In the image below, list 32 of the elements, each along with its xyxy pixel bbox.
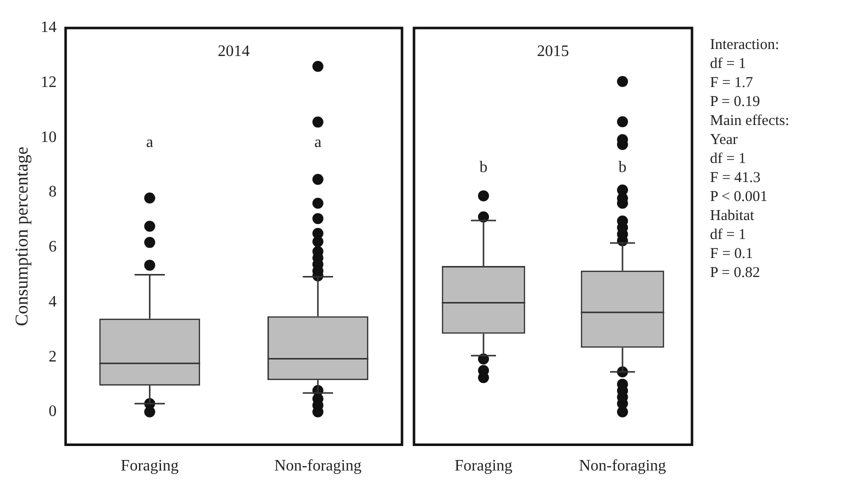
text: df = 1 [710, 226, 747, 245]
text: Interaction: [710, 36, 780, 55]
text: Year [710, 131, 739, 150]
text: Main effects: [710, 112, 790, 131]
y-tick-label: 6 [48, 238, 57, 256]
annotation: a [314, 134, 322, 152]
x-tick-label: Non-foraging [578, 458, 666, 475]
x-tick-label: Foraging [120, 458, 179, 475]
text: Habitat [710, 207, 756, 226]
text: F = 1.7 [710, 74, 754, 93]
text: F = 41.3 [710, 169, 762, 188]
text: df = 1 [710, 55, 747, 74]
annotation: a [146, 134, 154, 152]
text: F = 0.1 [710, 245, 754, 264]
y-tick-label: 10 [40, 128, 57, 146]
text: 2015 [537, 43, 569, 60]
y-tick-label: 14 [40, 19, 57, 36]
y-tick-label: 8 [48, 184, 57, 201]
text: P < 0.001 [710, 188, 768, 207]
y-axis-title: Consumption percentage [12, 146, 32, 326]
y-tick-label: 2 [48, 348, 57, 366]
text: P = 0.82 [710, 264, 761, 283]
y-tick-label: 12 [40, 74, 57, 92]
x-tick-label: Foraging [454, 458, 512, 475]
text: df = 1 [710, 150, 747, 169]
x-tick-label: Non-foraging [274, 458, 362, 475]
annotation: b [480, 159, 488, 176]
text: 2014 [218, 43, 250, 60]
y-tick-label: 4 [48, 293, 57, 310]
text: P = 0.19 [710, 93, 761, 112]
y-tick-label: 0 [48, 403, 57, 420]
annotation: b [618, 159, 626, 176]
